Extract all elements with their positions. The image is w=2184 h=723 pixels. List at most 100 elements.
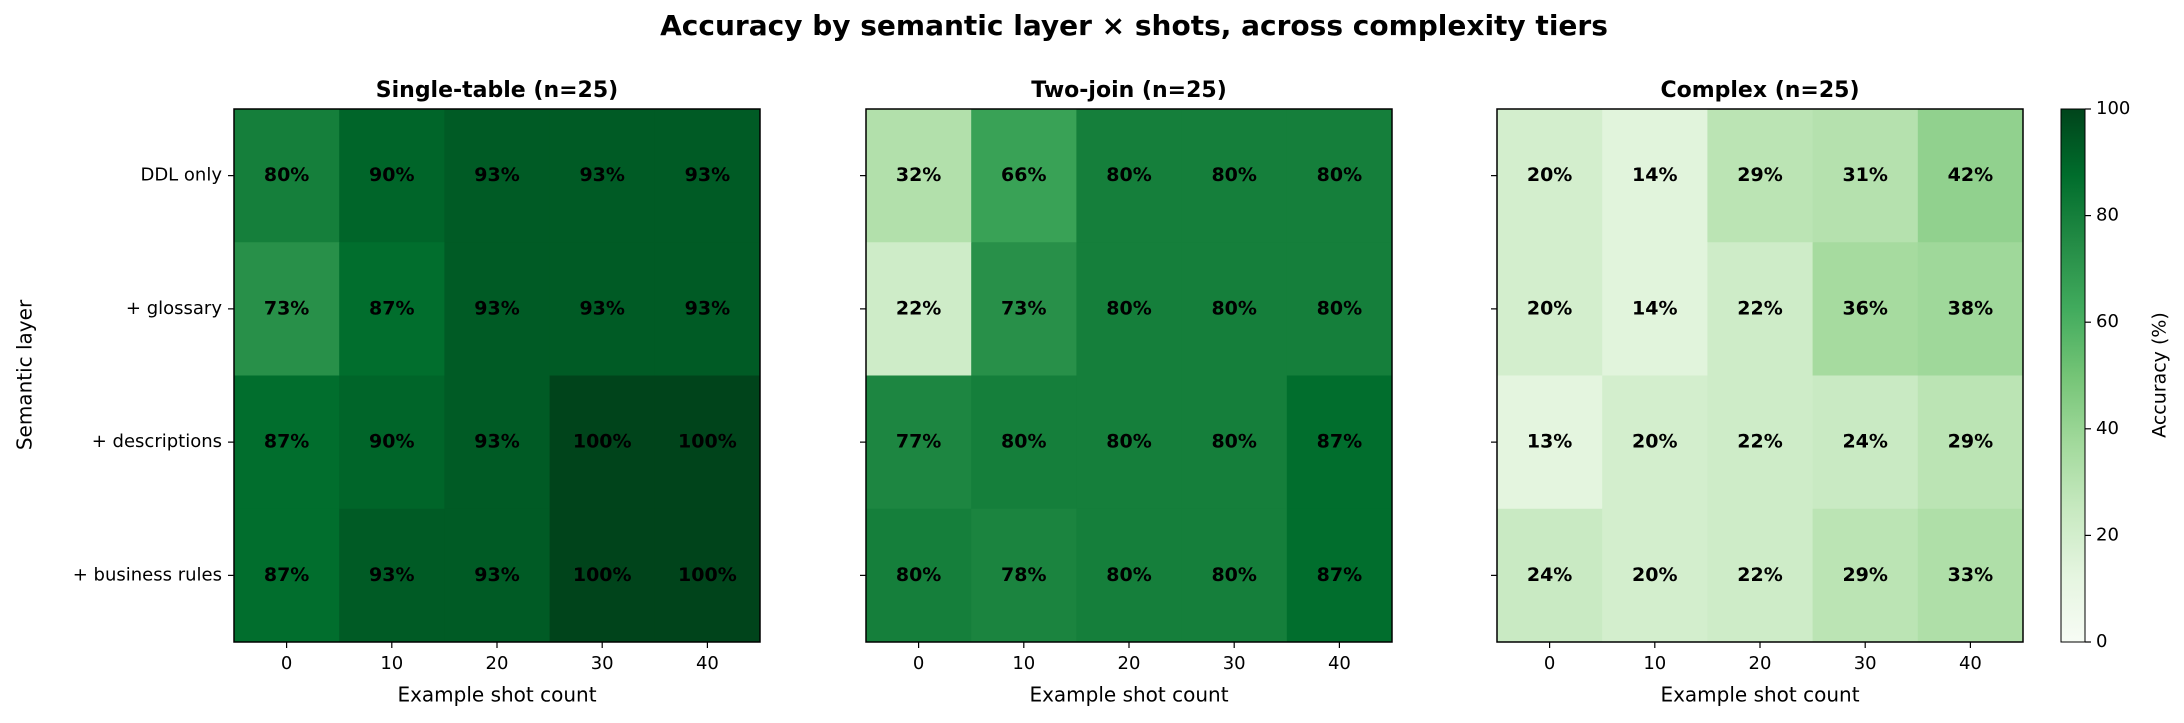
colorbar-tick-label: 20 xyxy=(2096,524,2119,545)
x-axis-label: Example shot count xyxy=(1660,683,1859,707)
value-label: 20% xyxy=(1527,297,1572,319)
x-tick-label: 20 xyxy=(1749,653,1772,674)
colorbar-tick-label: 100 xyxy=(2096,98,2130,119)
value-label: 29% xyxy=(1737,164,1782,186)
heatmap-cell xyxy=(234,242,340,376)
value-label: 93% xyxy=(474,297,519,319)
value-label: 93% xyxy=(685,164,730,186)
heatmap-cell xyxy=(1917,109,2024,243)
heatmap-cell xyxy=(1181,242,1288,376)
heatmap-cell xyxy=(1076,508,1183,643)
value-label: 20% xyxy=(1632,431,1677,453)
heatmap-cell xyxy=(866,375,972,510)
heatmap-cell xyxy=(1602,508,1708,643)
heatmap-cell xyxy=(1181,109,1288,243)
x-tick-label: 10 xyxy=(1012,653,1035,674)
x-tick-label: 30 xyxy=(1223,653,1246,674)
value-label: 93% xyxy=(579,164,624,186)
heatmap-cell xyxy=(1181,375,1288,510)
value-label: 42% xyxy=(1948,164,1993,186)
value-label: 80% xyxy=(1211,564,1256,586)
value-label: 80% xyxy=(1211,431,1256,453)
heatmap-cell xyxy=(1076,109,1183,243)
value-label: 87% xyxy=(1317,431,1362,453)
value-label: 80% xyxy=(1106,431,1151,453)
colorbar xyxy=(2060,108,2086,643)
heatmap-cell xyxy=(1707,508,1814,643)
heatmap-cell xyxy=(971,109,1077,243)
heatmap-cell xyxy=(1497,242,1603,376)
heatmap-cell xyxy=(1286,375,1393,510)
heatmap-cell xyxy=(1917,508,2024,643)
heatmap-cell xyxy=(444,242,551,376)
value-label: 80% xyxy=(1001,431,1046,453)
panel-title: Single-table (n=25) xyxy=(376,78,618,103)
value-label: 22% xyxy=(1737,297,1782,319)
heatmap-cell xyxy=(444,508,551,643)
panel-title: Two-join (n=25) xyxy=(1031,78,1227,103)
value-label: 24% xyxy=(1527,564,1572,586)
y-tick-label: DDL only xyxy=(140,165,222,186)
x-tick-label: 40 xyxy=(1328,653,1351,674)
heatmap-cell xyxy=(1812,508,1919,643)
heatmap-cell xyxy=(1917,242,2024,376)
value-label: 36% xyxy=(1842,297,1887,319)
heatmap-cell xyxy=(866,242,972,376)
x-tick-label: 0 xyxy=(1544,653,1555,674)
heatmap-cell xyxy=(1602,109,1708,243)
colorbar-tick-label: 60 xyxy=(2096,311,2119,332)
value-label: 80% xyxy=(1106,164,1151,186)
value-label: 22% xyxy=(1737,431,1782,453)
value-label: 24% xyxy=(1842,431,1887,453)
heatmap-cell xyxy=(1812,109,1919,243)
value-label: 100% xyxy=(573,431,632,453)
x-tick-label: 10 xyxy=(1643,653,1666,674)
value-label: 87% xyxy=(264,431,309,453)
heatmap-cell xyxy=(654,242,761,376)
value-label: 80% xyxy=(1106,564,1151,586)
x-tick-label: 0 xyxy=(281,653,292,674)
value-label: 90% xyxy=(369,164,414,186)
value-label: 14% xyxy=(1632,297,1677,319)
x-tick-label: 30 xyxy=(591,653,614,674)
value-label: 14% xyxy=(1632,164,1677,186)
heatmap-cell xyxy=(971,375,1077,510)
heatmap-cell xyxy=(234,508,340,643)
value-label: 66% xyxy=(1001,164,1046,186)
heatmap-cell xyxy=(1812,242,1919,376)
x-tick-label: 40 xyxy=(696,653,719,674)
value-label: 77% xyxy=(896,431,941,453)
heatmap-cell xyxy=(1707,242,1814,376)
heatmap-cell xyxy=(549,109,656,243)
value-label: 22% xyxy=(896,297,941,319)
heatmap-cell xyxy=(1602,242,1708,376)
x-tick-label: 20 xyxy=(1118,653,1141,674)
heatmap-cell xyxy=(654,508,761,643)
value-label: 80% xyxy=(1317,164,1362,186)
y-tick-label: + business rules xyxy=(73,564,222,585)
heatmap-cell xyxy=(444,109,551,243)
value-label: 80% xyxy=(1211,297,1256,319)
x-axis-label: Example shot count xyxy=(1029,683,1228,707)
heatmap-cell xyxy=(866,508,972,643)
value-label: 80% xyxy=(1317,297,1362,319)
value-label: 93% xyxy=(474,431,519,453)
x-tick-label: 30 xyxy=(1854,653,1877,674)
value-label: 80% xyxy=(1211,164,1256,186)
value-label: 90% xyxy=(369,431,414,453)
heatmap-cell xyxy=(339,109,445,243)
value-label: 73% xyxy=(264,297,309,319)
value-label: 20% xyxy=(1632,564,1677,586)
colorbar-tick-label: 80 xyxy=(2096,205,2119,226)
heatmap-cell xyxy=(444,375,551,510)
value-label: 73% xyxy=(1001,297,1046,319)
value-label: 20% xyxy=(1527,164,1572,186)
heatmap-cell xyxy=(1286,109,1393,243)
y-tick-label: + descriptions xyxy=(92,431,222,452)
value-label: 80% xyxy=(896,564,941,586)
heatmap-cell xyxy=(339,242,445,376)
value-label: 80% xyxy=(1106,297,1151,319)
value-label: 100% xyxy=(678,431,737,453)
value-label: 87% xyxy=(264,564,309,586)
